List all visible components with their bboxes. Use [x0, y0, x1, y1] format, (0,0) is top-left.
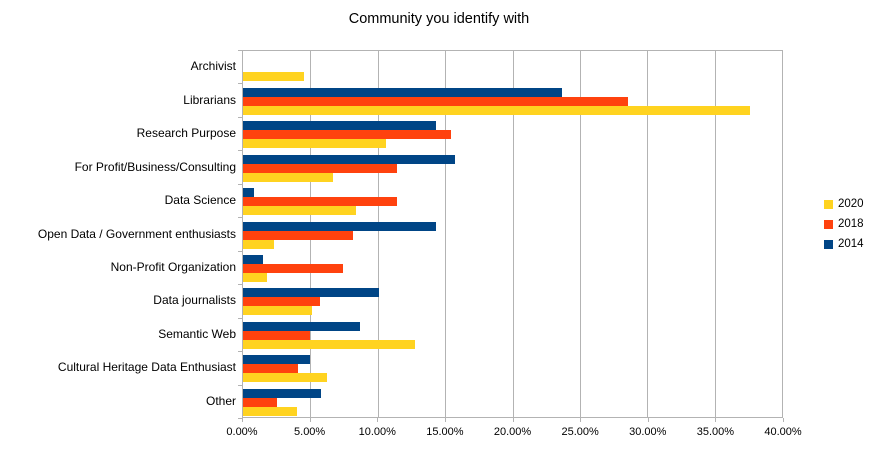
- bar-2014: [243, 254, 264, 264]
- category-label: Data journalists: [153, 293, 236, 308]
- bar-2014: [243, 355, 311, 365]
- y-axis-tick: [238, 250, 242, 252]
- legend-label: 2018: [838, 218, 864, 230]
- category-label: Other: [205, 393, 236, 408]
- y-axis-tick: [238, 116, 242, 118]
- y-axis-tick: [238, 50, 242, 51]
- chart-title: Community you identify with: [348, 11, 530, 27]
- bar-2014: [243, 188, 254, 198]
- category-label: For Profit/Business/Consulting: [74, 159, 236, 174]
- gridline: [714, 51, 716, 417]
- x-axis-tick: [715, 418, 717, 422]
- gridline: [579, 51, 581, 417]
- bar-2020: [243, 406, 297, 416]
- bar-2014: [243, 87, 563, 97]
- y-axis-tick: [238, 183, 242, 185]
- bar-2018: [243, 230, 354, 240]
- category-label: Research Purpose: [136, 126, 236, 141]
- legend-item-2020: 2020: [824, 194, 864, 214]
- x-tick-label: 0.00%: [226, 426, 258, 438]
- legend-swatch-2020: [824, 199, 833, 209]
- bar-2018: [243, 130, 451, 140]
- bar-2020: [243, 172, 334, 182]
- bar-2018: [243, 263, 343, 273]
- y-axis-tick: [238, 83, 242, 85]
- bar-2014: [243, 154, 455, 164]
- bar-2020: [243, 105, 750, 115]
- plot-area: [242, 50, 783, 418]
- x-tick-label: 20.00%: [493, 426, 532, 438]
- bar-2020: [243, 206, 357, 216]
- bar-2020: [243, 306, 312, 316]
- bar-2020: [243, 373, 327, 383]
- y-axis-tick: [238, 217, 242, 219]
- category-label: Archivist: [190, 59, 236, 74]
- legend-label: 2020: [838, 198, 864, 210]
- legend-item-2018: 2018: [824, 214, 864, 234]
- x-axis-tick: [309, 418, 311, 422]
- legend-swatch-2014: [824, 239, 833, 249]
- x-tick-label: 30.00%: [629, 426, 667, 438]
- bar-2014: [243, 288, 380, 298]
- legend-label: 2014: [838, 238, 864, 250]
- x-axis-tick: [444, 418, 446, 422]
- gridline: [647, 51, 649, 417]
- gridline: [377, 51, 379, 417]
- y-axis-tick: [238, 284, 242, 286]
- bar-2020: [243, 139, 386, 149]
- x-axis-tick: [512, 418, 514, 422]
- y-axis-tick: [238, 351, 242, 353]
- x-axis-tick: [242, 418, 243, 422]
- bar-2018: [243, 197, 397, 207]
- x-tick-label: 40.00%: [764, 426, 802, 438]
- gridline: [512, 51, 514, 417]
- x-tick-label: 15.00%: [426, 426, 464, 438]
- gridline: [445, 51, 447, 417]
- bar-2018: [243, 397, 277, 407]
- x-axis-tick: [647, 418, 649, 422]
- x-tick-label: 35.00%: [696, 426, 735, 438]
- legend-swatch-2018: [824, 219, 833, 229]
- bar-2020: [243, 339, 416, 349]
- x-tick-label: 10.00%: [358, 426, 396, 438]
- bar-2014: [243, 121, 436, 131]
- category-label: Cultural Heritage Data Enthusiast: [57, 360, 236, 375]
- bar-2014: [243, 321, 361, 331]
- category-label: Semantic Web: [158, 326, 236, 341]
- bar-2020: [243, 272, 268, 282]
- y-axis-tick: [238, 384, 242, 386]
- legend-item-2014: 2014: [824, 234, 864, 254]
- bar-2018: [243, 364, 299, 374]
- x-tick-label: 25.00%: [561, 426, 599, 438]
- x-tick-label: 5.00%: [294, 426, 326, 438]
- bar-2020: [243, 239, 274, 249]
- y-axis-tick: [238, 150, 242, 152]
- x-axis-tick: [580, 418, 582, 422]
- bar-2018: [243, 330, 311, 340]
- bar-2014: [243, 388, 322, 398]
- category-label: Data Science: [164, 193, 236, 208]
- bar-2020: [243, 72, 304, 82]
- x-axis-tick: [377, 418, 379, 422]
- y-axis-tick: [238, 317, 242, 319]
- category-label: Non-Profit Organization: [110, 259, 236, 274]
- x-axis-tick: [783, 418, 784, 422]
- bar-2018: [243, 297, 320, 307]
- category-label: Open Data / Government enthusiasts: [37, 226, 236, 241]
- bar-2014: [243, 221, 436, 231]
- y-axis-tick: [238, 418, 242, 419]
- category-label: Librarians: [183, 92, 236, 107]
- bar-2018: [243, 163, 397, 173]
- legend: 2020 2018 2014: [824, 194, 864, 254]
- bar-2018: [243, 96, 629, 106]
